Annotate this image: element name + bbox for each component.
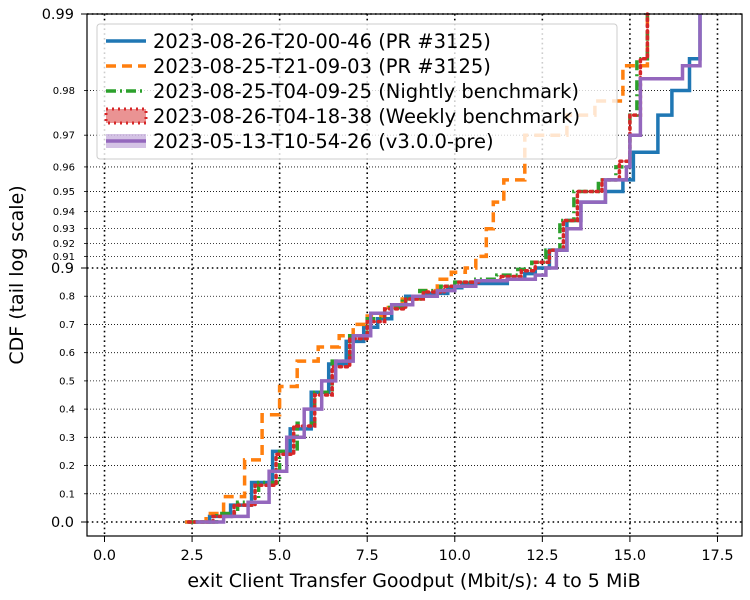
- x-tick-label: 12.5: [526, 548, 558, 564]
- y-minor-tick-label: 0.93: [53, 224, 75, 235]
- x-axis-label: exit Client Transfer Goodput (Mbit/s): 4…: [187, 570, 640, 592]
- x-tick-label: 15.0: [614, 548, 646, 564]
- y-minor-tick-label: 0.97: [53, 131, 75, 142]
- x-tick-label: 0.0: [93, 548, 116, 564]
- legend-label: 2023-05-13-T10-54-26 (v3.0.0-pre): [153, 130, 494, 153]
- y-axis-label: CDF (tail log scale): [6, 185, 28, 364]
- y-major-tick-label: 0.99: [42, 7, 74, 23]
- y-minor-tick-label: 0.2: [59, 461, 75, 472]
- y-minor-tick-label: 0.1: [59, 489, 75, 500]
- x-tick-label: 7.5: [356, 548, 379, 564]
- series-line-3: [188, 14, 650, 524]
- y-minor-tick-label: 0.92: [53, 239, 75, 250]
- x-tick-label: 10.0: [439, 548, 471, 564]
- y-minor-tick-label: 0.91: [53, 252, 75, 263]
- series-line-5: [195, 14, 702, 524]
- axis-ticks: 0.0 2.5 5.0 7.5 10.0 12.5 15.0 17.5 0.1 0.2 0.3 0.4…: [42, 7, 734, 564]
- y-major-tick-label: 0.9: [51, 261, 74, 277]
- y-minor-tick-label: 0.98: [53, 86, 75, 97]
- x-tick-label: 2.5: [181, 548, 204, 564]
- y-minor-tick-label: 0.4: [59, 405, 75, 416]
- plot-frame: [86, 13, 743, 537]
- legend: 2023-08-26-T20-00-46 (PR #3125)2023-08-2…: [96, 23, 618, 160]
- legend-label: 2023-08-26-T20-00-46 (PR #3125): [153, 30, 491, 53]
- y-minor-tick-label: 0.6: [59, 348, 75, 359]
- x-tick-label: 17.5: [701, 548, 733, 564]
- y-minor-tick-label: 0.3: [59, 433, 75, 444]
- legend-label: 2023-08-25-T21-09-03 (PR #3125): [153, 55, 491, 78]
- legend-label: 2023-08-25-T04-09-25 (Nightly benchmark): [153, 80, 579, 103]
- y-major-tick-label: 0.0: [51, 515, 74, 531]
- x-tick-label: 5.0: [268, 548, 291, 564]
- y-minor-tick-label: 0.7: [59, 320, 75, 331]
- legend-label: 2023-08-26-T04-18-38 (Weekly benchmark): [153, 105, 580, 128]
- legend-swatch: [104, 107, 148, 125]
- legend-box: [96, 23, 618, 160]
- y-minor-tick-label: 0.8: [59, 292, 75, 303]
- y-minor-tick-label: 0.5: [59, 376, 75, 387]
- y-minor-tick-label: 0.95: [53, 187, 75, 198]
- y-minor-tick-label: 0.94: [53, 207, 75, 218]
- y-minor-tick-label: 0.96: [53, 162, 75, 173]
